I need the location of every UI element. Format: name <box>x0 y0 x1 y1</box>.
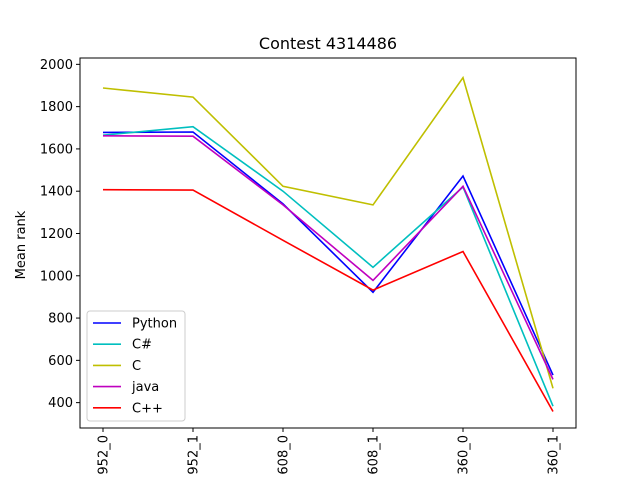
series-line-java <box>102 135 554 380</box>
legend-label: java <box>131 380 159 395</box>
y-tick-label: 1000 <box>40 269 73 284</box>
y-tick-label: 600 <box>48 354 73 369</box>
y-tick-label: 400 <box>48 396 73 411</box>
x-tick-label: 952_1 <box>187 435 202 475</box>
chart-title: Contest 4314486 <box>259 34 397 53</box>
series-layer <box>102 75 554 412</box>
legend-label: Python <box>132 317 177 332</box>
x-tick-label: 608_0 <box>277 435 292 475</box>
y-axis: 400 600 800 1000 1200 1400 1600 1800 2000 <box>40 58 80 411</box>
x-tick-label: 952_0 <box>97 435 112 475</box>
y-tick-label: 1200 <box>40 227 73 242</box>
y-tick-label: 1600 <box>40 142 73 157</box>
x-tick-label: 360_0 <box>457 435 472 475</box>
y-tick-label: 2000 <box>40 58 73 73</box>
y-tick-label: 1400 <box>40 185 73 200</box>
y-axis-label: Mean rank <box>14 210 29 279</box>
y-tick-label: 800 <box>48 312 73 327</box>
plot-frame <box>79 57 577 429</box>
x-tick-label: 360_1 <box>547 435 562 475</box>
series-line-csharp <box>102 125 554 407</box>
x-axis: 952_0 952_1 608_0 608_1 360_0 360_1 <box>97 428 562 475</box>
series-line-cpp <box>102 188 554 412</box>
y-tick-label: 1800 <box>40 100 73 115</box>
series-line-c <box>102 75 554 389</box>
legend-label: C++ <box>132 401 163 416</box>
legend-frame <box>86 310 186 422</box>
x-tick-label: 608_1 <box>367 435 382 475</box>
legend-label: C# <box>132 338 152 353</box>
legend-label: C <box>132 359 141 374</box>
series-line-python <box>102 131 554 376</box>
